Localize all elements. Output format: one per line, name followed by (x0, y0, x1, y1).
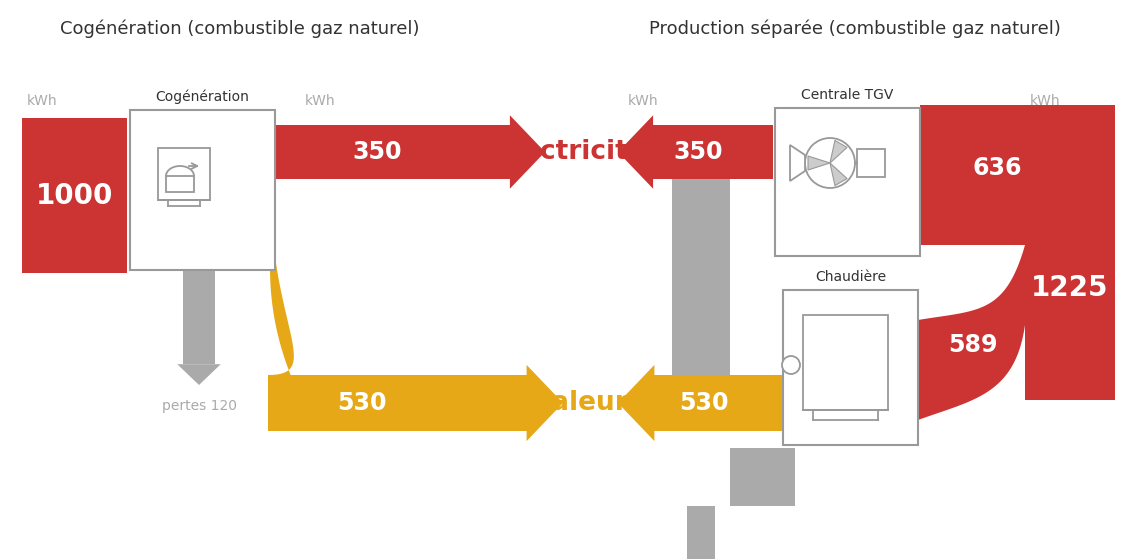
Bar (275, 125, 510, 179)
Bar (269, 375, 527, 431)
Text: Electricité: Electricité (496, 139, 646, 165)
Bar (920, 105, 1025, 245)
Polygon shape (830, 140, 847, 163)
Text: Cogénération (combustible gaz naturel): Cogénération (combustible gaz naturel) (60, 20, 419, 39)
Text: 636: 636 (972, 156, 1022, 180)
Text: 530: 530 (338, 391, 387, 415)
Text: 1225: 1225 (1031, 274, 1109, 302)
Bar (157, 148, 210, 200)
Polygon shape (269, 185, 305, 431)
Polygon shape (808, 156, 830, 170)
Bar (653, 125, 773, 179)
Polygon shape (527, 365, 563, 441)
Text: Production séparée (combustible gaz naturel): Production séparée (combustible gaz natu… (649, 20, 1060, 39)
Text: kWh: kWh (27, 94, 58, 108)
Text: kWh: kWh (628, 94, 658, 108)
Bar (857, 149, 885, 177)
Circle shape (806, 138, 855, 188)
Bar (730, 448, 795, 506)
Polygon shape (617, 365, 655, 441)
Polygon shape (510, 115, 545, 189)
Text: pertes 120: pertes 120 (162, 399, 237, 413)
Circle shape (782, 356, 800, 374)
Text: Chaudière: Chaudière (815, 270, 886, 284)
Text: Cogénération: Cogénération (155, 89, 249, 104)
Bar (1025, 105, 1115, 400)
Polygon shape (177, 364, 221, 385)
Polygon shape (672, 390, 730, 448)
Text: 350: 350 (352, 140, 402, 164)
Bar (22, 118, 127, 273)
Bar (184, 270, 215, 364)
Bar (783, 290, 918, 445)
Bar (167, 176, 194, 192)
Text: kWh: kWh (305, 94, 335, 108)
Text: Chaleur: Chaleur (513, 390, 629, 416)
Polygon shape (918, 245, 1025, 420)
Bar (655, 375, 783, 431)
Polygon shape (617, 115, 653, 189)
Text: 1000: 1000 (36, 182, 113, 210)
Polygon shape (790, 145, 806, 181)
Text: kWh: kWh (1030, 94, 1060, 108)
Text: 350: 350 (674, 140, 723, 164)
Bar (130, 110, 275, 270)
Bar (803, 315, 888, 410)
Polygon shape (830, 163, 847, 186)
Bar (672, 150, 730, 390)
Bar (687, 506, 715, 559)
Bar (775, 108, 920, 256)
Text: Centrale TGV: Centrale TGV (801, 88, 894, 102)
Text: 530: 530 (679, 391, 729, 415)
Text: 589: 589 (948, 333, 998, 357)
